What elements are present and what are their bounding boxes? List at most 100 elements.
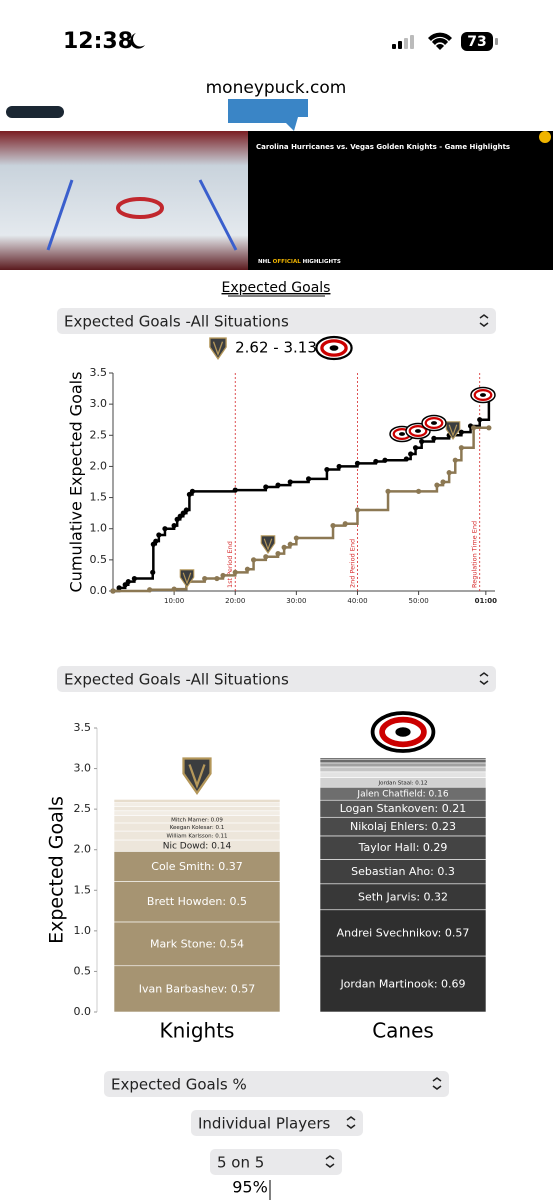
select-box[interactable]	[57, 666, 496, 692]
xg-point	[281, 544, 287, 551]
xg-point	[354, 507, 361, 513]
y-tick-label: 0.0	[90, 584, 108, 597]
xg-point	[147, 587, 153, 593]
y-tick-label: 3.0	[90, 397, 108, 410]
moon-icon	[130, 33, 145, 49]
player-label: Sebastian Aho: 0.3	[351, 865, 455, 878]
score: 2.62 - 3.13	[235, 339, 317, 357]
y-tick-label: 3.5	[74, 721, 92, 734]
rink-line	[198, 179, 238, 251]
player-segment	[113, 802, 281, 808]
y-tick-label: 0.5	[74, 964, 92, 977]
xg-point	[452, 457, 458, 463]
section-link[interactable]: Expected Goals	[222, 280, 331, 296]
xg-point	[275, 482, 281, 488]
y-tick-label: 1.0	[74, 924, 92, 937]
player-label: Logan Stankoven: 0.21	[340, 802, 467, 815]
x-tick-label: 50:00	[409, 597, 429, 605]
badge-highlights: HIGHLIGHTS	[303, 259, 341, 265]
header-pill[interactable]	[6, 106, 64, 118]
select-chevron	[325, 1155, 335, 1168]
select-chevron	[432, 1077, 442, 1090]
xg-point	[150, 569, 156, 575]
xg-point	[458, 429, 464, 435]
player-segment	[319, 859, 487, 885]
knights-logo-v	[263, 538, 273, 551]
xg-point	[263, 484, 269, 490]
select-chevron	[346, 1116, 356, 1129]
canes-logo-ring	[379, 716, 427, 748]
player-label: Jalen Chatfield: 0.16	[356, 790, 448, 800]
xg-point	[471, 425, 477, 431]
xg-point	[336, 463, 342, 470]
player-label: Cole Smith: 0.37	[151, 860, 242, 873]
knights-logo-v	[448, 424, 458, 437]
canes-logo-eye	[395, 727, 411, 737]
select-box[interactable]	[191, 1110, 363, 1136]
select-box[interactable]	[104, 1071, 449, 1097]
xg-point	[477, 417, 483, 423]
xg-point	[214, 575, 220, 582]
select-label[interactable]: Individual Players	[198, 1115, 330, 1133]
xg-point	[431, 435, 437, 441]
xg-point	[330, 523, 336, 529]
player-label: Mark Stone: 0.54	[150, 937, 244, 950]
player-label: Mitch Marner: 0.09	[171, 817, 223, 823]
player-segment	[319, 766, 487, 773]
y-tick-label: 1.5	[90, 491, 108, 504]
player-segment	[319, 909, 487, 957]
canes-logo-eye	[431, 421, 437, 425]
player-label: Keegan Kolesar: 0.1	[170, 825, 225, 831]
clock: 12:38	[63, 29, 133, 54]
xg-point	[373, 458, 379, 465]
battery	[461, 32, 493, 51]
select-label[interactable]: 5 on 5	[217, 1154, 264, 1172]
player-label: Jordan Staal: 0.12	[377, 780, 427, 786]
battery-tip	[495, 38, 498, 45]
player-label: Seth Jarvis: 0.32	[358, 890, 448, 903]
canes-logo-ring	[473, 389, 493, 401]
video-title: Carolina Hurricanes vs. Vegas Golden Kni…	[256, 143, 510, 151]
player-segment	[319, 762, 487, 768]
xg-point	[220, 572, 226, 579]
xg-point	[183, 507, 189, 513]
xg-point	[232, 569, 238, 575]
url[interactable]: moneypuck.com	[206, 78, 347, 98]
xg-point	[162, 526, 168, 532]
badge-official: OFFICIAL	[273, 259, 302, 265]
knights-logo-v	[188, 764, 206, 789]
battery-level: 73	[467, 34, 486, 50]
select-label[interactable]: Expected Goals -All Situations	[64, 313, 289, 331]
player-segment	[319, 883, 487, 911]
xg-point	[287, 479, 293, 485]
badge-nhl: NHL	[258, 259, 271, 265]
xg-point	[202, 575, 208, 582]
select-label[interactable]: Expected Goals %	[111, 1076, 247, 1094]
player-label: Andrei Svechnikov: 0.57	[337, 926, 470, 939]
select-label[interactable]: Expected Goals -All Situations	[64, 671, 289, 689]
player-label: Nikolaj Ehlers: 0.23	[350, 820, 456, 833]
period-label: Regulation Time End	[471, 521, 479, 588]
select-box[interactable]	[57, 308, 496, 334]
video-panel[interactable]	[248, 131, 553, 270]
xg-point	[342, 521, 348, 527]
team-label: Knights	[160, 1019, 235, 1043]
y-tick-label: 2.5	[90, 428, 108, 441]
site-logo[interactable]	[228, 99, 308, 131]
xg-point	[416, 488, 422, 494]
xg-point	[412, 445, 419, 451]
knights-logo-v	[212, 341, 224, 357]
x-tick-label: 40:00	[347, 597, 367, 605]
select-box[interactable]	[210, 1149, 342, 1175]
y-tick-label: 0.5	[90, 553, 108, 566]
xg-point	[125, 579, 131, 585]
xg-point	[131, 575, 137, 582]
x-tick-label: 20:00	[225, 597, 245, 605]
y-axis-title: Expected Goals	[46, 796, 68, 944]
xg-point	[408, 451, 414, 457]
xg-point	[189, 488, 196, 494]
xg-point	[171, 523, 177, 529]
xg-point	[153, 538, 159, 544]
xg-point	[403, 456, 409, 462]
